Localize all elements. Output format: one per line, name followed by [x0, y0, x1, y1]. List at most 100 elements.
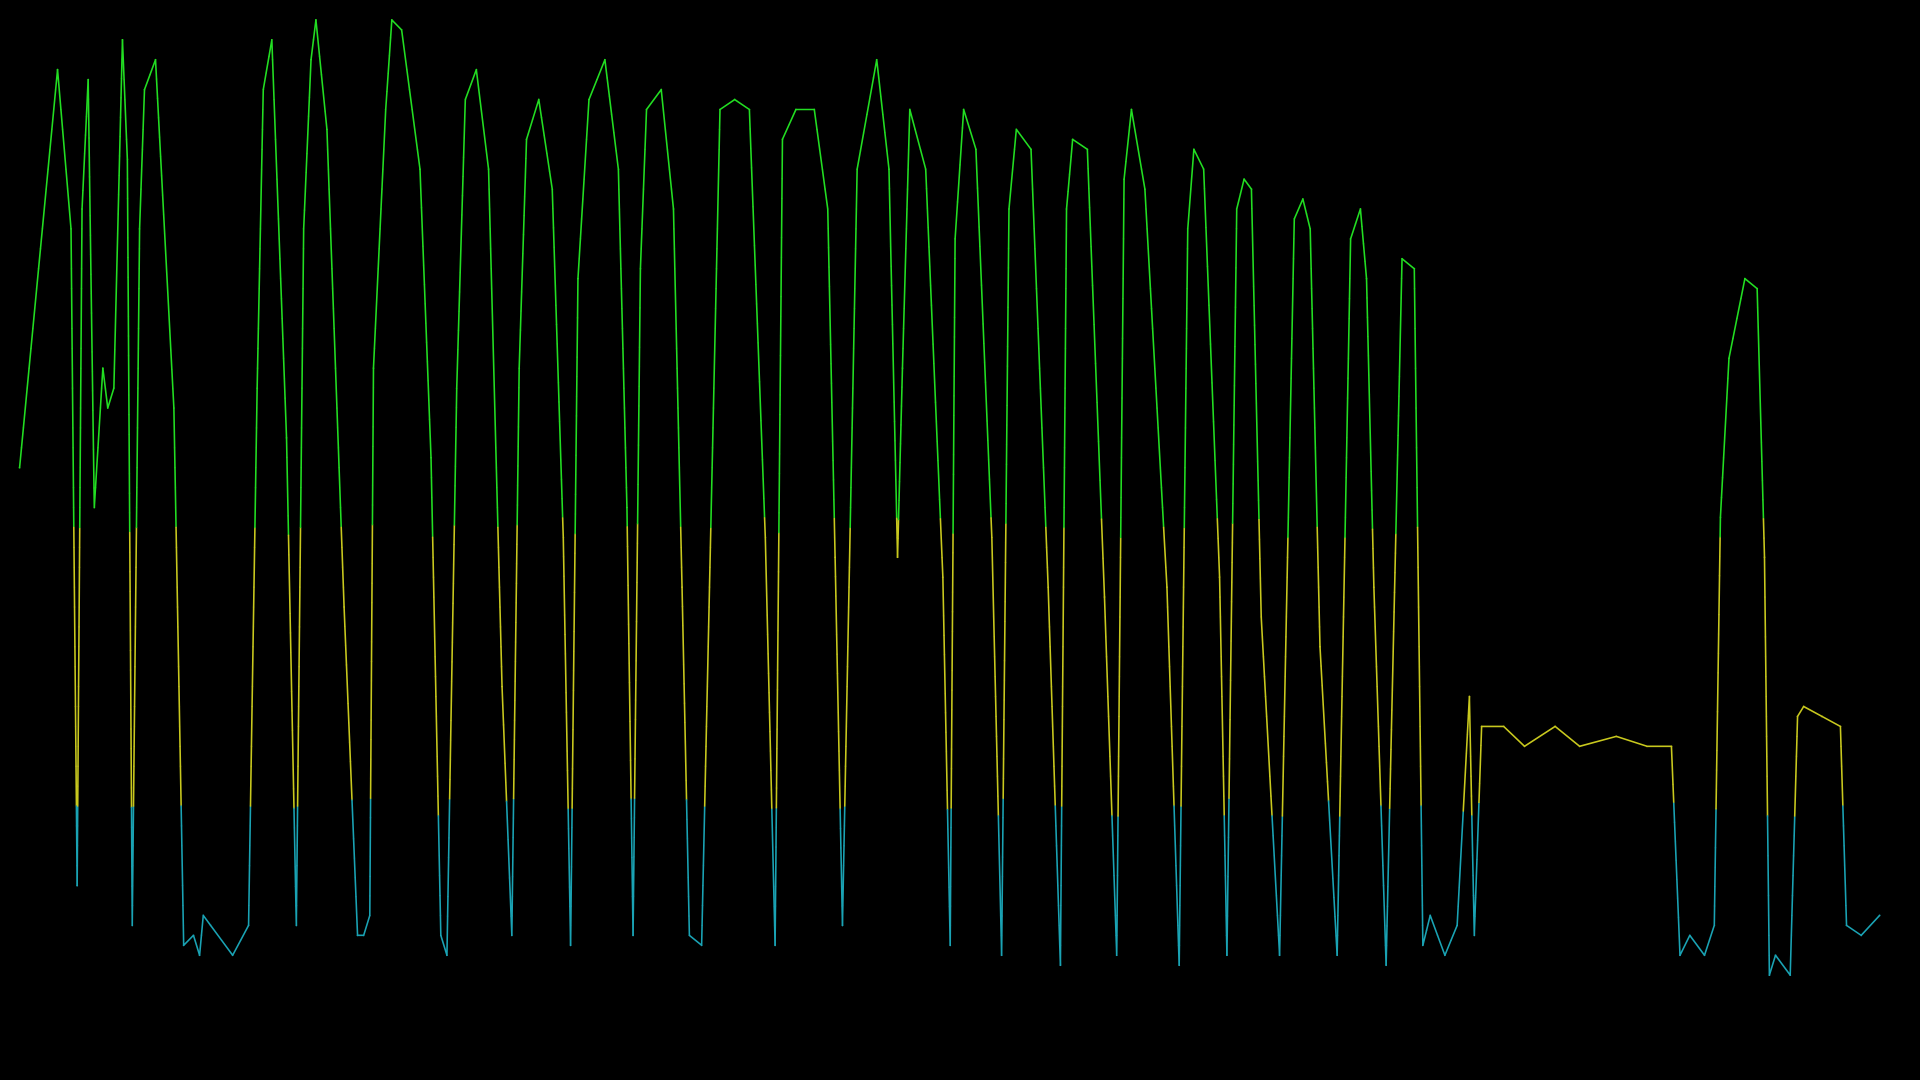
- waveform-segment: [618, 188, 621, 210]
- waveform-segment: [350, 780, 353, 801]
- waveform-segment: [904, 248, 907, 270]
- waveform-segment: [903, 287, 906, 310]
- waveform-segment: [1436, 934, 1446, 957]
- waveform-segment: [869, 77, 875, 98]
- waveform-segment: [561, 497, 564, 519]
- waveform-point: [562, 536, 565, 539]
- waveform-segment: [924, 168, 928, 190]
- waveform-segment: [160, 175, 164, 196]
- waveform-segment: [1065, 190, 1069, 210]
- waveform-segment: [97, 427, 100, 449]
- waveform-segment: [1235, 193, 1242, 210]
- waveform-segment: [1361, 225, 1365, 245]
- waveform-segment: [24, 387, 28, 409]
- waveform-segment: [1151, 327, 1155, 350]
- waveform-segment: [1087, 167, 1090, 190]
- waveform-segment: [1362, 243, 1366, 263]
- waveform-segment: [1382, 884, 1385, 907]
- waveform-segment: [1058, 924, 1061, 947]
- waveform-segment: [1166, 586, 1169, 608]
- waveform-segment: [495, 466, 498, 489]
- waveform-segment: [880, 95, 884, 116]
- waveform-segment: [621, 327, 624, 350]
- waveform-segment: [1205, 246, 1209, 268]
- waveform-segment: [625, 466, 628, 489]
- waveform-segment: [1105, 636, 1108, 658]
- waveform-segment: [1170, 725, 1173, 748]
- waveform-segment: [493, 387, 496, 409]
- waveform-segment: [386, 72, 389, 93]
- waveform-segment: [156, 97, 160, 119]
- waveform-segment: [1326, 780, 1330, 802]
- waveform-segment: [937, 459, 940, 481]
- waveform-point: [70, 228, 72, 230]
- waveform-segment: [902, 327, 905, 350]
- waveform-segment: [519, 310, 522, 331]
- waveform-segment: [758, 380, 762, 403]
- waveform-segment: [622, 367, 625, 389]
- waveform-segment: [1673, 821, 1677, 843]
- waveform-segment: [580, 198, 584, 220]
- waveform-segment: [1207, 284, 1210, 306]
- waveform-point: [439, 934, 442, 937]
- waveform-segment: [1216, 518, 1219, 540]
- waveform-segment: [121, 39, 125, 61]
- waveform-segment: [906, 168, 909, 190]
- waveform-segment: [68, 208, 72, 230]
- waveform-segment: [335, 387, 338, 409]
- waveform-segment: [165, 271, 169, 293]
- waveform-segment: [384, 90, 388, 111]
- waveform-point: [1218, 576, 1221, 579]
- waveform-point: [1000, 954, 1003, 957]
- waveform-segment: [546, 152, 551, 172]
- waveform-segment: [1270, 795, 1273, 817]
- waveform-segment: [1479, 744, 1482, 766]
- waveform-segment: [338, 486, 342, 509]
- waveform-segment: [1171, 745, 1174, 768]
- waveform-segment: [1349, 223, 1357, 240]
- waveform-segment: [1089, 226, 1092, 248]
- waveform-segment: [408, 88, 413, 111]
- waveform-segment: [272, 78, 275, 101]
- waveform-point: [733, 98, 736, 101]
- waveform-segment: [1204, 207, 1207, 229]
- waveform-segment: [1166, 606, 1170, 628]
- waveform-segment: [1756, 306, 1759, 328]
- waveform-point: [1365, 277, 1368, 280]
- waveform-point: [1192, 148, 1195, 151]
- waveform-segment: [220, 939, 234, 957]
- waveform-segment: [1478, 763, 1482, 785]
- waveform-segment: [525, 118, 534, 141]
- waveform-segment: [908, 108, 916, 131]
- waveform-segment: [1792, 854, 1795, 877]
- waveform-segment: [980, 284, 984, 306]
- waveform-segment: [561, 517, 565, 539]
- waveform-segment: [140, 168, 143, 190]
- waveform-segment: [818, 148, 824, 170]
- waveform-segment: [387, 54, 391, 75]
- waveform-segment: [37, 248, 42, 270]
- waveform-segment: [755, 303, 759, 325]
- waveform-segment: [521, 252, 524, 274]
- waveform-segment: [1380, 805, 1383, 827]
- waveform-point: [1744, 277, 1746, 280]
- waveform-segment: [1789, 934, 1793, 957]
- waveform-segment: [1174, 844, 1177, 867]
- waveform-segment: [330, 248, 333, 270]
- waveform-point: [1703, 954, 1706, 957]
- waveform-segment: [962, 108, 971, 131]
- waveform-segment: [670, 188, 675, 210]
- waveform-segment: [403, 48, 408, 71]
- waveform-segment: [1762, 498, 1765, 520]
- waveform-segment: [1170, 705, 1173, 728]
- waveform-segment: [1502, 725, 1526, 748]
- waveform-segment: [1214, 459, 1217, 481]
- waveform-point: [430, 456, 432, 459]
- waveform-segment: [960, 127, 964, 148]
- waveform-segment: [158, 136, 162, 158]
- waveform-segment: [1475, 858, 1478, 880]
- waveform-segment: [1104, 616, 1107, 638]
- waveform-segment: [425, 322, 428, 344]
- waveform-segment: [1671, 764, 1674, 786]
- waveform-segment: [1137, 148, 1143, 170]
